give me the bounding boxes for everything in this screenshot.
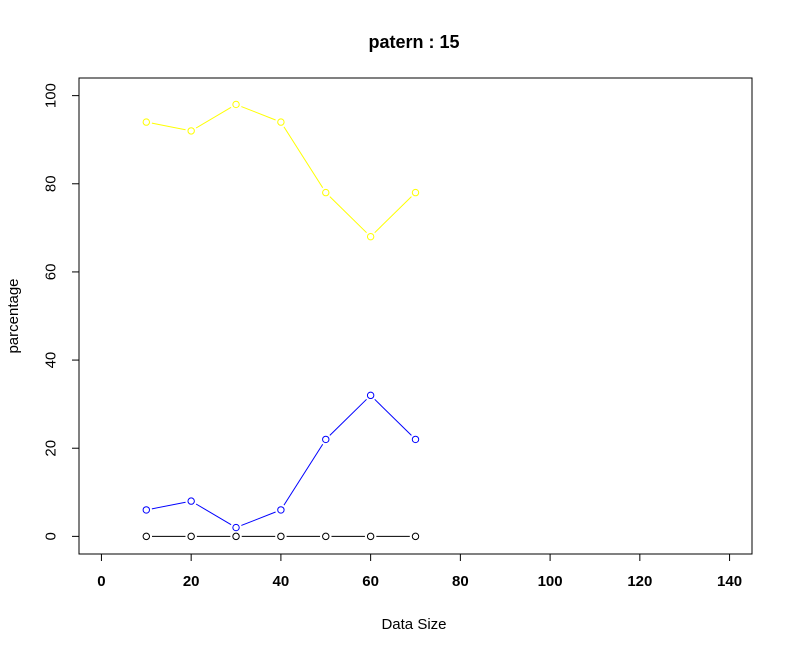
plot-frame bbox=[78, 77, 753, 555]
data-point bbox=[411, 188, 420, 197]
chart-title: patern : 15 bbox=[368, 32, 459, 52]
x-tick-label: 100 bbox=[538, 573, 563, 590]
data-point bbox=[411, 435, 420, 444]
series-line-segment bbox=[195, 503, 232, 526]
x-tick-label: 20 bbox=[183, 573, 200, 590]
series-line-segment bbox=[283, 443, 324, 506]
data-point bbox=[277, 506, 285, 514]
y-tick-label: 80 bbox=[43, 175, 60, 192]
x-axis-label: Data Size bbox=[381, 616, 446, 633]
x-tick-label: 120 bbox=[627, 573, 652, 590]
x-tick-label: 0 bbox=[97, 573, 105, 590]
y-axis-label: parcentage bbox=[5, 278, 22, 353]
series-line-segment bbox=[241, 106, 276, 121]
series-line-segment bbox=[241, 511, 276, 526]
data-point bbox=[366, 232, 375, 241]
series-line-segment bbox=[195, 106, 232, 129]
data-point bbox=[142, 506, 151, 514]
x-tick-label: 80 bbox=[452, 573, 469, 590]
series-line-segment bbox=[374, 196, 412, 234]
series-line-segment bbox=[374, 398, 412, 436]
series-layer bbox=[142, 100, 420, 541]
series bbox=[142, 532, 420, 541]
data-point bbox=[366, 391, 375, 400]
y-tick-label: 100 bbox=[43, 83, 60, 108]
data-point bbox=[187, 127, 195, 135]
data-point bbox=[232, 532, 240, 541]
data-point bbox=[277, 118, 285, 126]
data-point bbox=[232, 100, 240, 109]
x-tick-label: 60 bbox=[362, 573, 379, 590]
series bbox=[142, 100, 420, 241]
y-tick-label: 60 bbox=[43, 264, 60, 281]
data-point bbox=[142, 532, 151, 541]
series-line-segment bbox=[151, 501, 186, 510]
x-tick-label: 40 bbox=[273, 573, 290, 590]
data-point bbox=[187, 532, 195, 541]
data-point bbox=[322, 435, 330, 444]
series bbox=[142, 391, 420, 532]
data-point bbox=[411, 532, 420, 541]
y-axis: 0 20 40 60 80 100 bbox=[43, 83, 80, 541]
data-point bbox=[322, 188, 330, 197]
x-axis: 0 20 40 60 80 100 120 140 bbox=[97, 553, 742, 590]
series-line-segment bbox=[329, 196, 367, 234]
y-tick-label: 0 bbox=[43, 532, 60, 540]
series-line-segment bbox=[151, 122, 186, 131]
series-line-segment bbox=[329, 398, 367, 436]
x-tick-label: 140 bbox=[717, 573, 742, 590]
y-tick-label: 40 bbox=[43, 352, 60, 369]
data-point bbox=[187, 497, 195, 505]
data-point bbox=[322, 532, 330, 541]
data-point bbox=[142, 118, 151, 126]
series-line-segment bbox=[283, 126, 324, 189]
y-tick-label: 20 bbox=[43, 440, 60, 457]
data-point bbox=[232, 523, 240, 532]
data-point bbox=[366, 532, 375, 541]
data-point bbox=[277, 532, 285, 541]
